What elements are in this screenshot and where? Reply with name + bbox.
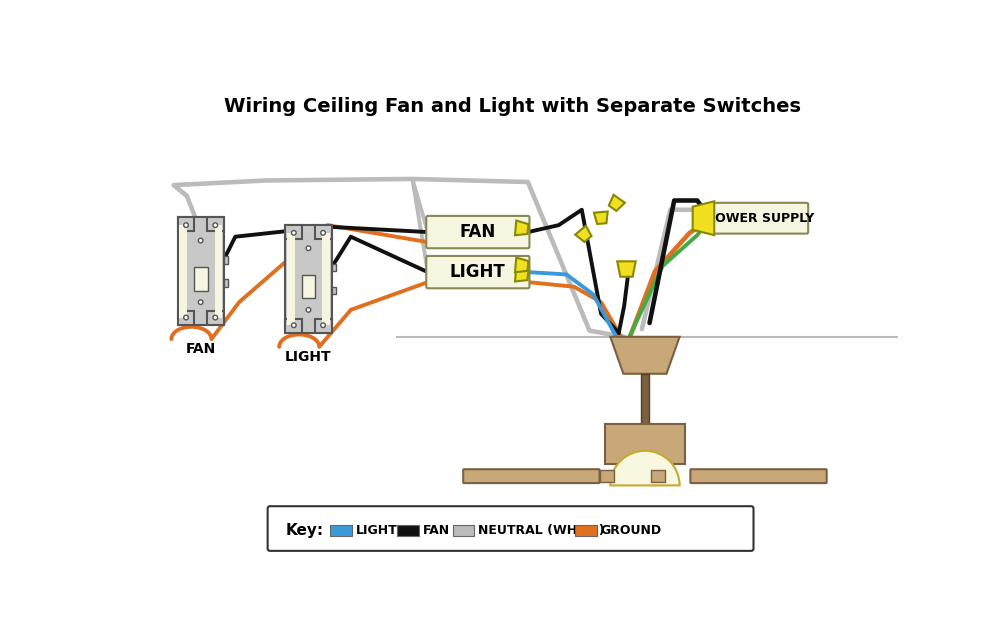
Bar [322, 233, 330, 325]
Polygon shape [575, 226, 591, 242]
Circle shape [198, 238, 203, 243]
Bar [178, 217, 224, 325]
Bar [332, 264, 336, 271]
Bar [315, 319, 332, 333]
FancyBboxPatch shape [463, 469, 600, 483]
Circle shape [321, 231, 325, 235]
Polygon shape [515, 258, 528, 272]
Bar [332, 287, 336, 294]
Bar [224, 279, 228, 287]
Circle shape [292, 231, 296, 235]
Bar [605, 424, 685, 464]
Text: FAN: FAN [460, 223, 496, 241]
Bar [178, 217, 194, 231]
Circle shape [306, 246, 311, 251]
Text: LIGHT: LIGHT [355, 524, 397, 538]
Text: POWER SUPPLY: POWER SUPPLY [706, 212, 815, 225]
Bar [215, 225, 222, 318]
Circle shape [198, 300, 203, 304]
FancyBboxPatch shape [426, 256, 529, 288]
Bar [207, 311, 224, 325]
Bar [330, 526, 352, 536]
Polygon shape [609, 195, 625, 211]
Bar [207, 217, 224, 231]
Bar [397, 526, 419, 536]
FancyBboxPatch shape [268, 506, 754, 551]
Bar [641, 374, 649, 424]
Bar [178, 311, 194, 325]
Text: NEUTRAL (WHITE): NEUTRAL (WHITE) [478, 524, 605, 538]
Bar [285, 225, 332, 333]
Text: LIGHT: LIGHT [450, 263, 506, 281]
Polygon shape [610, 337, 680, 374]
Bar [315, 225, 332, 239]
Circle shape [321, 323, 325, 328]
Text: FAN: FAN [186, 342, 216, 356]
Bar [285, 319, 302, 333]
Bar [179, 225, 187, 318]
Bar [453, 526, 474, 536]
Bar [285, 225, 302, 239]
Polygon shape [693, 201, 714, 235]
Circle shape [213, 223, 218, 228]
Wedge shape [610, 451, 680, 486]
Circle shape [184, 223, 188, 228]
Bar [194, 268, 208, 291]
FancyBboxPatch shape [690, 469, 827, 483]
Text: Wiring Ceiling Fan and Light with Separate Switches: Wiring Ceiling Fan and Light with Separa… [224, 96, 801, 116]
Bar [575, 526, 597, 536]
Polygon shape [515, 221, 528, 235]
Bar [287, 233, 295, 325]
Bar [600, 470, 614, 482]
Polygon shape [594, 211, 608, 224]
Text: FAN: FAN [422, 524, 450, 538]
FancyBboxPatch shape [713, 203, 808, 234]
Text: LIGHT: LIGHT [285, 350, 332, 364]
Polygon shape [617, 261, 636, 277]
Polygon shape [515, 267, 528, 281]
Bar [651, 470, 665, 482]
Circle shape [184, 315, 188, 320]
Circle shape [213, 315, 218, 320]
Circle shape [306, 308, 311, 312]
FancyBboxPatch shape [426, 216, 529, 248]
Bar [628, 464, 662, 478]
Bar [302, 275, 315, 298]
Bar [224, 256, 228, 264]
Circle shape [292, 323, 296, 328]
Text: Key:: Key: [285, 522, 323, 538]
Text: GROUND: GROUND [601, 524, 662, 538]
